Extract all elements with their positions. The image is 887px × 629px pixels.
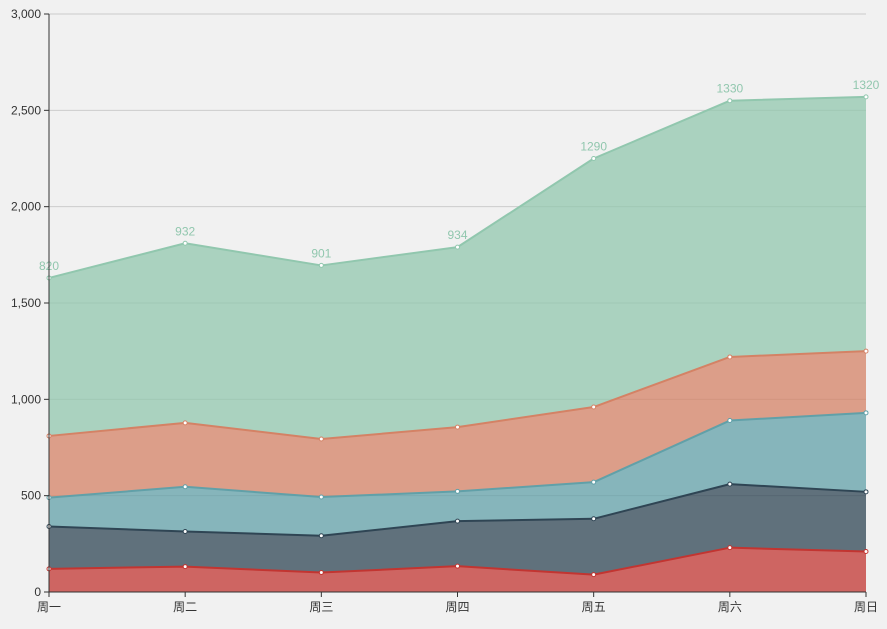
x-axis-label: 周四 bbox=[445, 600, 469, 614]
area-series-2 bbox=[49, 484, 866, 575]
y-axis-label: 3,000 bbox=[11, 7, 41, 21]
data-point-series-1-周四[interactable] bbox=[455, 563, 460, 569]
area-series-3 bbox=[49, 412, 866, 536]
y-axis-label: 500 bbox=[21, 489, 41, 503]
x-axis-label: 周二 bbox=[173, 600, 197, 614]
data-point-series-5-周四[interactable] bbox=[455, 244, 460, 250]
value-label: 934 bbox=[447, 228, 467, 242]
data-point-series-3-周二[interactable] bbox=[182, 484, 188, 490]
data-point-series-3-周六[interactable] bbox=[727, 418, 733, 424]
y-axis-label: 1,500 bbox=[11, 296, 41, 310]
data-point-series-5-周六[interactable] bbox=[727, 98, 733, 104]
data-point-series-4-周三[interactable] bbox=[318, 436, 324, 442]
value-label: 901 bbox=[311, 246, 331, 260]
data-point-series-2-周二[interactable] bbox=[182, 529, 188, 535]
area-series-4 bbox=[49, 351, 866, 498]
data-point-series-1-周日[interactable] bbox=[863, 549, 869, 555]
data-point-series-1-周二[interactable] bbox=[182, 564, 188, 570]
value-label: 932 bbox=[175, 224, 195, 238]
data-point-series-2-周日[interactable] bbox=[863, 489, 869, 495]
data-point-series-2-周四[interactable] bbox=[455, 518, 460, 524]
value-label: 1290 bbox=[580, 140, 607, 154]
area-series-5 bbox=[49, 96, 866, 440]
data-point-series-2-周六[interactable] bbox=[727, 481, 733, 487]
x-axis-label: 周五 bbox=[582, 600, 606, 614]
data-point-series-2-周三[interactable] bbox=[318, 533, 324, 539]
data-point-series-1-周六[interactable] bbox=[727, 545, 733, 551]
y-axis-label: 2,000 bbox=[11, 200, 41, 214]
value-label: 1320 bbox=[853, 78, 880, 92]
data-point-series-1-周五[interactable] bbox=[591, 572, 597, 578]
x-axis-label: 周三 bbox=[309, 600, 333, 614]
value-label: 1330 bbox=[716, 82, 743, 96]
data-point-series-5-周二[interactable] bbox=[182, 240, 188, 246]
data-point-series-4-周五[interactable] bbox=[591, 404, 597, 410]
data-point-series-3-周四[interactable] bbox=[455, 488, 460, 494]
data-point-series-3-周日[interactable] bbox=[863, 410, 869, 416]
x-axis-label: 周六 bbox=[718, 600, 742, 614]
data-point-series-5-周三[interactable] bbox=[318, 262, 324, 268]
y-axis-label: 2,500 bbox=[11, 103, 41, 117]
data-point-series-4-周二[interactable] bbox=[182, 420, 188, 426]
data-point-series-4-周六[interactable] bbox=[727, 354, 733, 360]
data-point-series-4-周日[interactable] bbox=[863, 348, 869, 354]
data-point-series-2-周五[interactable] bbox=[591, 516, 597, 522]
data-point-series-5-周五[interactable] bbox=[591, 156, 597, 161]
x-axis-label: 周一 bbox=[37, 600, 61, 614]
data-point-series-4-周四[interactable] bbox=[455, 424, 460, 430]
y-axis-label: 1,000 bbox=[11, 392, 41, 406]
data-point-series-1-周三[interactable] bbox=[318, 570, 324, 576]
data-point-series-5-周日[interactable] bbox=[863, 94, 869, 100]
data-point-series-3-周三[interactable] bbox=[318, 494, 324, 500]
y-axis-label: 0 bbox=[34, 585, 41, 599]
x-axis-label: 周日 bbox=[854, 600, 878, 614]
area-series-1 bbox=[49, 547, 866, 592]
data-point-series-3-周五[interactable] bbox=[591, 479, 597, 485]
